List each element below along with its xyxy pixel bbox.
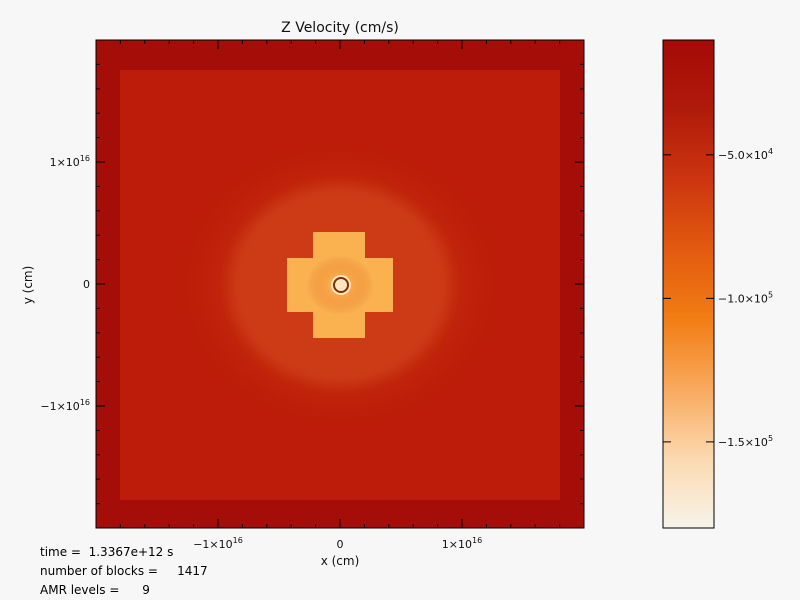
x-axis-label: x (cm) [321,554,360,568]
x-tick-label: −1×1016 [193,536,243,551]
colorbar-scale [662,39,715,529]
y-tick-label: 0 [83,278,90,291]
y-axis-label: y (cm) [21,266,35,305]
colorbar-ticks: −5.0×104 −1.0×105 −1.5×105 [663,147,773,449]
x-axis-ticks: −1×1016 0 1×1016 [193,40,482,551]
x-tick-label: 1×1016 [442,536,482,551]
y-tick-label: −1×1016 [40,398,90,413]
info-block-count: number of blocks = 1417 [40,564,208,578]
colorbar-tick-label: −1.0×105 [718,290,773,305]
colorbar-tick-label: −1.5×105 [718,434,773,449]
colorbar-tick-label: −5.0×104 [718,147,773,162]
y-tick-label: 1×1016 [50,154,90,169]
chart-title: Z Velocity (cm/s) [281,20,399,36]
info-amr-levels: AMR levels = 9 [40,583,150,597]
x-tick-label: 0 [337,538,344,551]
y-axis-ticks: 1×1016 0 −1×1016 [40,154,584,413]
plot-area [95,39,585,529]
colorbar: −5.0×104 −1.0×105 −1.5×105 [662,39,773,529]
sink-particle-ring [333,277,349,293]
info-time: time = 1.3367e+12 s [40,545,174,559]
